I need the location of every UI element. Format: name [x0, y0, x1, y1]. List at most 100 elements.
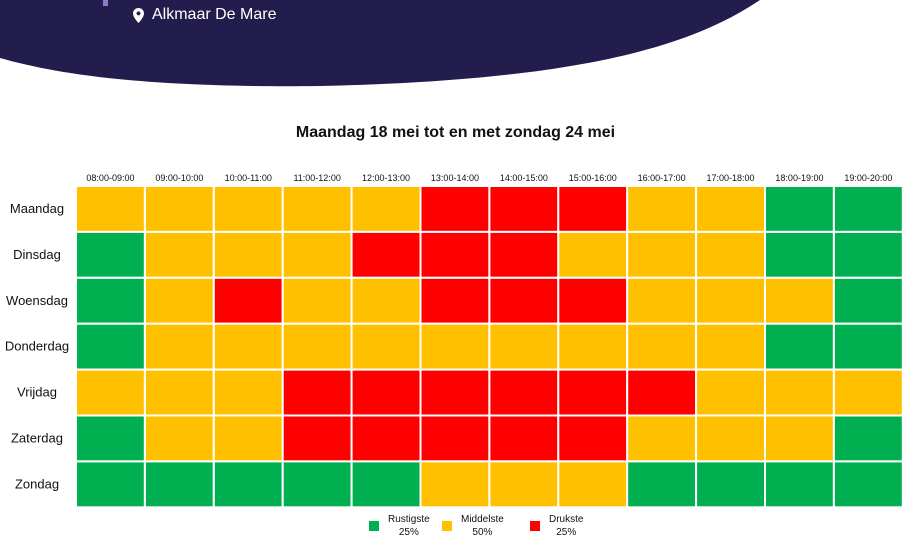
heatmap-cell	[281, 322, 353, 371]
heatmap-cell	[281, 185, 353, 233]
heatmap-cell	[143, 368, 215, 417]
heatmap-cell	[695, 460, 766, 509]
heatmap-cell	[626, 368, 698, 417]
heatmap-cell	[764, 414, 835, 463]
heatmap-cell	[419, 230, 491, 279]
heatmap-cell	[212, 460, 284, 509]
heatmap-cell	[764, 230, 835, 279]
heatmap-cell	[557, 414, 629, 463]
legend-pct-drukste: 25%	[556, 527, 577, 538]
heatmap-cell	[75, 185, 146, 233]
heatmap-cell	[350, 276, 422, 325]
heatmap-cell	[281, 460, 353, 509]
column-label: 11:00-12:00	[293, 173, 340, 183]
legend-pct-rustigste: 25%	[398, 527, 419, 538]
heatmap-cell	[832, 185, 904, 233]
heatmap-cell	[626, 322, 698, 371]
heatmap-cell	[143, 414, 215, 463]
heatmap-cell	[488, 414, 560, 463]
column-label: 18:00-19:00	[775, 173, 823, 183]
column-label: 17:00-18:00	[707, 173, 755, 183]
heatmap-cell	[832, 460, 904, 509]
heatmap-cell	[143, 460, 215, 509]
banner-accent	[103, 0, 108, 6]
heatmap-cell	[832, 414, 904, 463]
legend-label-drukste: Drukste	[549, 514, 584, 525]
heatmap-cell	[419, 276, 491, 325]
heatmap-cell	[557, 185, 629, 233]
map-pin-icon	[133, 7, 144, 23]
row-label: Dinsdag	[13, 247, 61, 262]
heatmap-cell	[626, 460, 698, 509]
location: Alkmaar De Mare	[133, 4, 276, 26]
heatmap-cell	[75, 460, 146, 509]
heatmap-cell	[832, 276, 904, 325]
heatmap-cell	[557, 276, 629, 325]
heatmap-cell	[488, 322, 560, 371]
heatmap-cell	[488, 230, 560, 279]
heatmap-cell	[350, 460, 422, 509]
heatmap-cell	[212, 322, 284, 371]
column-label: 12:00-13:00	[362, 173, 410, 183]
heatmap-cell	[75, 230, 146, 279]
heatmap-cell	[75, 276, 146, 325]
heatmap-cell	[212, 368, 284, 417]
column-label: 10:00-11:00	[225, 173, 272, 183]
legend-item-rustigste: Rustigste 25%	[369, 513, 430, 539]
heatmap-cell	[143, 322, 215, 371]
heatmap-cell	[626, 230, 698, 279]
column-label: 15:00-16:00	[569, 173, 617, 183]
heatmap-cell	[212, 276, 284, 325]
location-label: Alkmaar De Mare	[152, 6, 277, 23]
heatmap-cell	[695, 230, 766, 279]
heatmap-cell	[143, 230, 215, 279]
heatmap-cell	[557, 368, 629, 417]
column-label: 19:00-20:00	[844, 173, 892, 183]
legend-swatch-drukste	[530, 521, 540, 531]
column-label: 08:00-09:00	[86, 173, 134, 183]
heatmap-cell	[75, 322, 146, 371]
banner-shape	[0, 0, 760, 87]
legend-item-middelste: Middelste 50%	[442, 513, 504, 539]
row-label: Zaterdag	[11, 430, 63, 445]
heatmap-cell	[419, 414, 491, 463]
heatmap-cell	[695, 322, 766, 371]
legend-swatch-rustigste	[369, 521, 379, 531]
heatmap-cell	[488, 368, 560, 417]
heatmap-cell	[281, 230, 353, 279]
heatmap-cell	[350, 368, 422, 417]
heatmap-cell	[281, 276, 353, 325]
heatmap-cell	[350, 185, 422, 233]
heatmap-cell	[626, 414, 698, 463]
heatmap-cell	[626, 185, 698, 233]
heatmap-cell	[557, 230, 629, 279]
heatmap-cell	[350, 414, 422, 463]
heatmap-cell	[350, 230, 422, 279]
heatmap-cell	[212, 414, 284, 463]
legend-item-drukste: Drukste 25%	[530, 513, 583, 539]
row-label: Vrijdag	[17, 385, 57, 400]
heatmap-cell	[350, 322, 422, 371]
heatmap-cell	[764, 368, 835, 417]
heatmap-cell	[832, 322, 904, 371]
heatmap-cell	[488, 185, 560, 233]
header-banner	[0, 0, 760, 87]
column-label: 16:00-17:00	[638, 173, 686, 183]
heatmap-cell	[75, 368, 146, 417]
heatmap-cell	[764, 185, 835, 233]
column-label: 09:00-10:00	[155, 173, 203, 183]
heatmap-cell	[626, 276, 698, 325]
heatmap-cell	[764, 276, 835, 325]
heatmap-cell	[764, 322, 835, 371]
heatmap-cell	[488, 276, 560, 325]
legend-swatch-middelste	[442, 521, 452, 531]
heatmap-cell	[557, 322, 629, 371]
heatmap-cell	[212, 185, 284, 233]
heatmap-cell	[832, 230, 904, 279]
chart-title: Maandag 18 mei tot en met zondag 24 mei	[295, 124, 616, 141]
heatmap-cell	[488, 460, 560, 509]
heatmap-cell	[75, 414, 146, 463]
heatmap-cell	[557, 460, 629, 509]
legend-label-rustigste: Rustigste	[388, 514, 430, 525]
